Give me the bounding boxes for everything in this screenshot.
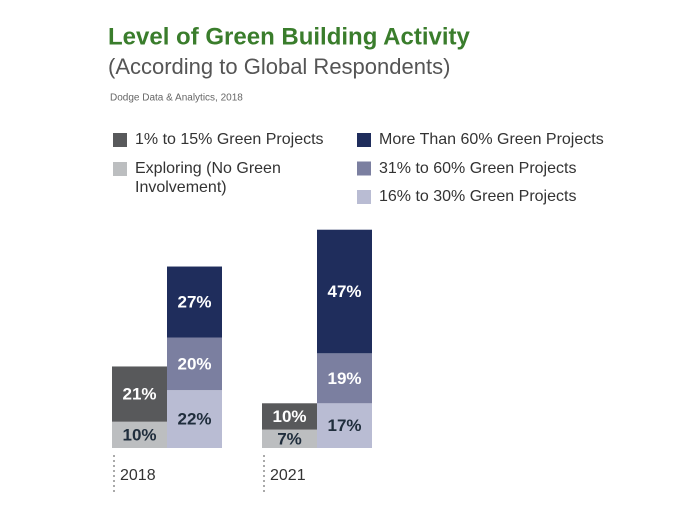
data-label: 10% — [272, 407, 306, 426]
legend-label: 16% to 30% Green Projects — [379, 188, 577, 205]
legend-label: More Than 60% Green Projects — [379, 131, 604, 148]
legend-swatch — [357, 161, 371, 176]
x-tick-label: 2018 — [120, 467, 156, 484]
bar-segment — [262, 403, 317, 430]
data-label: 17% — [327, 416, 361, 435]
data-label: 20% — [177, 354, 211, 373]
legend-swatch — [113, 133, 127, 147]
bar-segment — [112, 421, 167, 448]
legend-swatch — [357, 133, 371, 147]
bar-segment — [317, 229, 372, 354]
data-label: 22% — [177, 410, 211, 429]
bar-segment — [167, 390, 222, 448]
legend-swatch — [357, 190, 371, 204]
data-label: 27% — [177, 293, 211, 312]
legend-label: Exploring (No Green Involvement) — [135, 160, 281, 196]
chart-title: Level of Green Building Activity — [108, 23, 470, 50]
bar-segment — [262, 429, 317, 448]
bar-segment — [112, 366, 167, 422]
data-label: 10% — [122, 425, 156, 444]
chart-subtitle: (According to Global Respondents) — [108, 54, 450, 79]
legend-label: 31% to 60% Green Projects — [379, 159, 577, 177]
source: Dodge Data & Analytics, 2018 — [110, 93, 243, 104]
data-label: 47% — [327, 282, 361, 301]
bar-segment — [317, 353, 372, 404]
data-label: 7% — [277, 429, 302, 448]
x-tick-label: 2021 — [270, 467, 306, 484]
data-label: 21% — [122, 385, 156, 404]
data-label: 19% — [327, 369, 361, 388]
bar-segment — [167, 266, 222, 338]
bar-segment — [167, 337, 222, 391]
legend-swatch — [113, 162, 127, 176]
legend-label: 1% to 15% Green Projects — [135, 131, 324, 148]
bar-segment — [317, 403, 372, 448]
